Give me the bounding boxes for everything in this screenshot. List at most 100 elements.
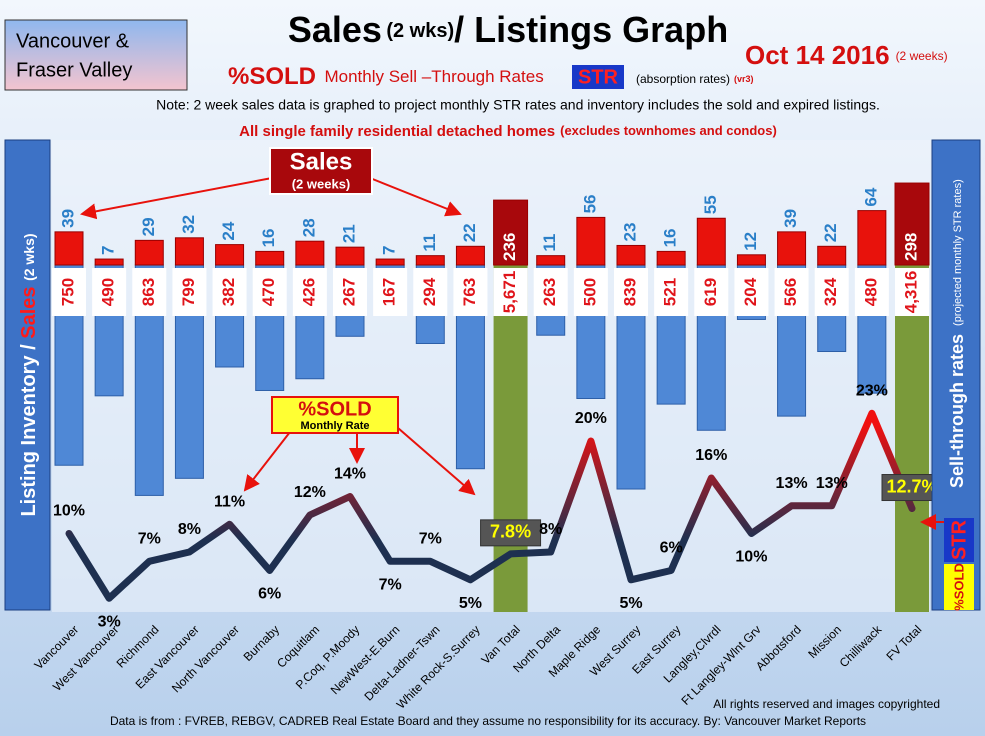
scope: All single family residential detached h… — [239, 123, 777, 140]
subtitle-part: Monthly Sell –Through Rates — [324, 67, 543, 86]
sales-label: 29 — [139, 217, 158, 236]
str-label: 7% — [379, 576, 402, 593]
str-total-label: 7.8% — [490, 522, 531, 542]
label-band — [533, 268, 568, 316]
total-column — [895, 265, 929, 612]
listing-label: 480 — [861, 278, 880, 306]
str-label: 20% — [575, 410, 607, 427]
sales-label: 39 — [781, 209, 800, 228]
sales-callout: Sales — [290, 148, 353, 175]
label-band — [92, 268, 127, 316]
arrow — [369, 177, 462, 217]
date-note: (2 weeks) — [896, 49, 948, 63]
note: Note: 2 week sales data is graphed to pr… — [156, 97, 880, 113]
sales-bar — [696, 217, 726, 266]
str-total-box — [480, 519, 542, 547]
label-band — [854, 268, 889, 316]
sales-label: 16 — [259, 228, 278, 247]
label-band — [172, 268, 207, 316]
listing-label: 470 — [259, 278, 278, 306]
scope-part: (excludes townhomes and condos) — [560, 123, 777, 138]
label-band — [373, 268, 408, 316]
str-label: 10% — [53, 503, 85, 520]
listing-label: 324 — [821, 277, 840, 306]
str-label: 11% — [214, 493, 245, 510]
str-label: 7% — [138, 530, 161, 547]
sales-bar — [255, 250, 285, 266]
sold-badge — [944, 564, 974, 610]
subtitle-part: %SOLD — [228, 63, 316, 90]
sales-bar — [656, 250, 686, 266]
region: Vancouver & — [16, 30, 130, 52]
source: Data is from : FVREB, REBGV, CADREB Real… — [110, 714, 866, 728]
label-band — [734, 268, 769, 316]
listing-label: 167 — [380, 278, 399, 306]
sales-bar — [455, 245, 485, 266]
label-band — [453, 268, 488, 316]
listing-label: 267 — [339, 278, 358, 306]
y-label-part: (2 wks) — [21, 233, 37, 280]
label-band — [895, 268, 929, 316]
sold-callout-box — [271, 396, 399, 434]
sales-label: 22 — [460, 223, 479, 242]
sales-label: 64 — [861, 187, 880, 206]
listing-label: 521 — [661, 278, 680, 306]
listing-label: 500 — [580, 278, 599, 306]
listing-label: 799 — [179, 278, 198, 306]
arrow — [80, 177, 273, 220]
y2-label-part: (projected monthly STR rates) — [952, 179, 964, 326]
subtitle: %SOLD Monthly Sell –Through Rates — [228, 63, 544, 90]
label-band — [814, 268, 849, 316]
y2-str: STR — [948, 519, 970, 560]
label-band — [292, 268, 327, 316]
sales-label: 11 — [420, 234, 439, 252]
sales-label: 16 — [661, 228, 680, 247]
sales-label: 24 — [219, 221, 238, 240]
footer: All rights reserved and images copyright… — [713, 697, 940, 711]
scope-part: All single family residential detached h… — [239, 123, 555, 140]
str-label: 14% — [334, 466, 366, 483]
str-label: 8% — [178, 521, 201, 538]
arrow — [243, 431, 291, 492]
sales-label: 39 — [58, 209, 77, 228]
subtitle-paren: (absorption rates) (vr3) — [636, 72, 754, 86]
subtitle-part: (vr3) — [734, 74, 754, 84]
chart-title: Sales (2 wks)/ Listings Graph — [288, 9, 728, 50]
sales-label: 28 — [299, 218, 318, 237]
y-label-part: Listing Inventory — [18, 355, 40, 517]
str-label: 6% — [258, 586, 281, 603]
subtitle-part: (absorption rates) — [636, 72, 730, 86]
label-band — [654, 268, 689, 316]
listing-label: 4,316 — [901, 271, 920, 314]
sales-bar — [777, 231, 807, 266]
str-label: 5% — [459, 595, 482, 612]
sales-label: 7 — [380, 246, 399, 255]
label-band — [694, 268, 729, 316]
listing-label: 863 — [139, 278, 158, 306]
title-part: Sales — [288, 9, 382, 50]
y2-sold: %SOLD — [951, 563, 966, 611]
listing-label: 763 — [460, 278, 479, 306]
y-label-part: / — [18, 344, 40, 350]
str-label: 12% — [294, 484, 326, 501]
title-part: (2 wks) — [386, 20, 454, 42]
sales-bar — [493, 199, 529, 266]
str-label: 23% — [856, 382, 888, 399]
label-band — [212, 268, 247, 316]
listing-label: 204 — [741, 277, 760, 306]
label-band — [413, 268, 448, 316]
y-label-part: Sales — [18, 286, 40, 338]
listing-label: 566 — [781, 278, 800, 306]
sales-bar — [335, 246, 365, 266]
str-total-label: 12.7% — [886, 476, 937, 496]
listing-label: 294 — [420, 277, 439, 306]
label-band — [333, 268, 367, 316]
listing-label: 5,671 — [500, 271, 519, 314]
listing-label: 750 — [58, 278, 77, 306]
listing-label: 426 — [299, 278, 318, 306]
str-label: 6% — [660, 540, 683, 557]
region: Fraser Valley — [16, 59, 132, 81]
sales-label: 56 — [580, 194, 599, 213]
date: Oct 14 2016 (2 weeks) — [745, 40, 948, 70]
sales-bar — [134, 239, 164, 266]
